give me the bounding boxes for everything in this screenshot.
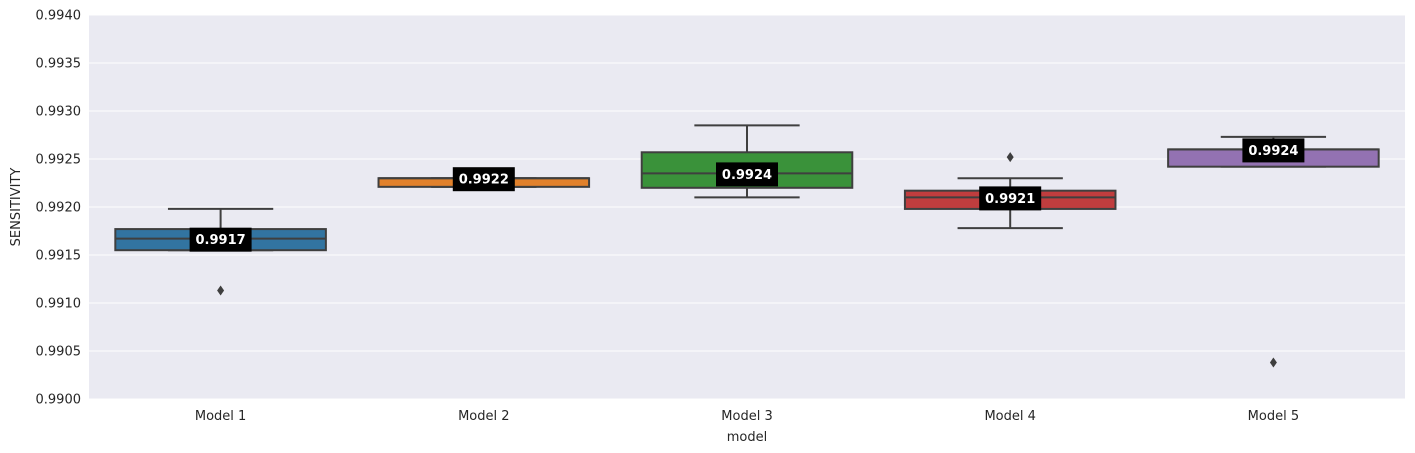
value-badge — [1242, 138, 1305, 163]
y-tick-label: 0.9925 — [36, 153, 82, 168]
value-badge — [979, 186, 1042, 211]
outlier-point — [217, 285, 225, 296]
y-tick-label: 0.9915 — [36, 249, 82, 264]
value-badge — [452, 167, 515, 192]
y-axis-title: SENSITIVITY — [9, 168, 24, 247]
box-2: 0.9922 — [377, 167, 591, 192]
y-tick-label: 0.9935 — [36, 57, 82, 72]
value-label: 0.9922 — [459, 173, 509, 188]
box-1: 0.9917 — [114, 207, 327, 296]
value-label: 0.9924 — [1248, 144, 1298, 159]
x-tick-label: Model 4 — [984, 409, 1035, 424]
box-4: 0.9921 — [903, 152, 1117, 230]
box-3: 0.9924 — [640, 124, 854, 199]
x-tick-label: Model 3 — [721, 409, 772, 424]
value-badge — [716, 162, 778, 187]
outlier-point — [1269, 357, 1277, 368]
outlier-point — [1006, 152, 1014, 163]
value-badge — [189, 227, 252, 252]
y-tick-label: 0.9920 — [36, 201, 82, 216]
x-tick-label: Model 1 — [195, 409, 246, 424]
value-label: 0.9921 — [985, 192, 1035, 207]
y-tick-label: 0.9940 — [36, 9, 82, 24]
x-tick-label: Model 2 — [458, 409, 509, 424]
y-tick-label: 0.9900 — [36, 393, 82, 408]
y-tick-label: 0.9910 — [36, 297, 82, 312]
y-tick-label: 0.9930 — [36, 105, 82, 120]
boxes: 0.9917 0.9922 0.9924 0.9921 0.9924 — [114, 124, 1380, 368]
x-tick-label: Model 5 — [1248, 409, 1299, 424]
value-label: 0.9924 — [722, 168, 772, 183]
y-tick-label: 0.9905 — [36, 345, 82, 360]
x-tick-labels: Model 1 Model 2 Model 3 Model 4 Model 5 — [195, 409, 1299, 424]
x-axis-title: model — [727, 430, 767, 445]
value-label: 0.9917 — [196, 233, 246, 248]
y-tick-labels: 0.9900 0.9905 0.9910 0.9915 0.9920 0.9925 0.99… — [36, 9, 82, 408]
box-5: 0.9924 — [1167, 135, 1380, 368]
